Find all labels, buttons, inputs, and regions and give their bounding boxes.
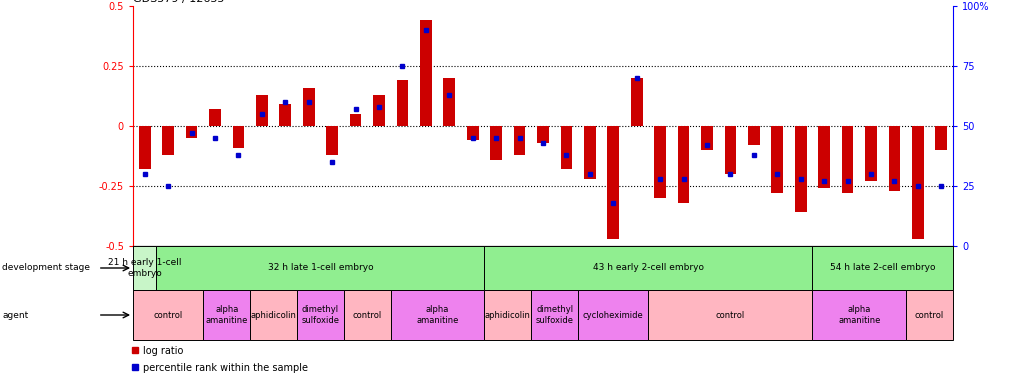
Bar <box>279 104 290 126</box>
Bar <box>232 126 244 148</box>
Text: 21 h early 1-cell
embryо: 21 h early 1-cell embryо <box>108 258 181 278</box>
Bar <box>156 246 484 290</box>
Text: GDS579 / 12635: GDS579 / 12635 <box>132 0 224 4</box>
Text: 43 h early 2-cell embryo: 43 h early 2-cell embryo <box>592 264 703 273</box>
Bar <box>630 78 642 126</box>
Bar <box>811 246 952 290</box>
Bar <box>653 126 665 198</box>
Text: control: control <box>353 310 381 320</box>
Bar <box>343 290 390 340</box>
Text: development stage: development stage <box>2 264 90 273</box>
Bar <box>326 126 337 155</box>
Bar <box>905 290 952 340</box>
Bar <box>794 126 806 212</box>
Text: alpha
amanitine: alpha amanitine <box>205 305 248 325</box>
Bar <box>607 126 619 239</box>
Bar <box>723 126 736 174</box>
Bar <box>373 95 384 126</box>
Bar <box>537 126 548 143</box>
Bar <box>934 126 947 150</box>
Bar <box>560 126 572 169</box>
Bar <box>484 290 531 340</box>
Text: aphidicolin: aphidicolin <box>251 310 297 320</box>
Bar <box>531 290 578 340</box>
Text: control: control <box>914 310 944 320</box>
Bar <box>396 80 408 126</box>
Text: dimethyl
sulfoxide: dimethyl sulfoxide <box>302 305 339 325</box>
Text: alpha
amanitine: alpha amanitine <box>416 305 459 325</box>
Bar <box>303 88 314 126</box>
Text: percentile rank within the sample: percentile rank within the sample <box>143 363 308 373</box>
Text: log ratio: log ratio <box>143 345 183 355</box>
Bar <box>677 126 689 203</box>
Text: agent: agent <box>2 310 29 320</box>
Bar <box>864 126 876 181</box>
Bar <box>841 126 853 193</box>
Bar <box>203 290 250 340</box>
Bar <box>132 290 203 340</box>
Bar <box>420 20 431 126</box>
Bar <box>443 78 454 126</box>
Bar <box>250 290 297 340</box>
Bar <box>578 290 648 340</box>
Bar <box>514 126 525 155</box>
Bar <box>185 126 198 138</box>
Bar <box>350 114 361 126</box>
Bar <box>584 126 595 179</box>
Bar <box>817 126 829 188</box>
Bar <box>888 126 900 191</box>
Bar <box>209 109 221 126</box>
Bar <box>162 126 174 155</box>
Text: 54 h late 2-cell embryo: 54 h late 2-cell embryo <box>829 264 934 273</box>
Bar <box>132 246 156 290</box>
Bar <box>467 126 478 140</box>
Bar <box>700 126 712 150</box>
Bar <box>490 126 501 160</box>
Text: alpha
amanitine: alpha amanitine <box>838 305 879 325</box>
Text: control: control <box>154 310 182 320</box>
Bar <box>484 246 811 290</box>
Bar <box>297 290 343 340</box>
Text: cycloheximide: cycloheximide <box>582 310 643 320</box>
Bar <box>911 126 923 239</box>
Bar <box>256 95 267 126</box>
Bar <box>390 290 484 340</box>
Text: dimethyl
sulfoxide: dimethyl sulfoxide <box>535 305 573 325</box>
Text: 32 h late 1-cell embryo: 32 h late 1-cell embryo <box>267 264 373 273</box>
Bar <box>811 290 905 340</box>
Bar <box>747 126 759 145</box>
Text: control: control <box>715 310 744 320</box>
Bar <box>770 126 783 193</box>
Text: aphidicolin: aphidicolin <box>484 310 530 320</box>
Bar <box>139 126 151 169</box>
Bar <box>648 290 811 340</box>
